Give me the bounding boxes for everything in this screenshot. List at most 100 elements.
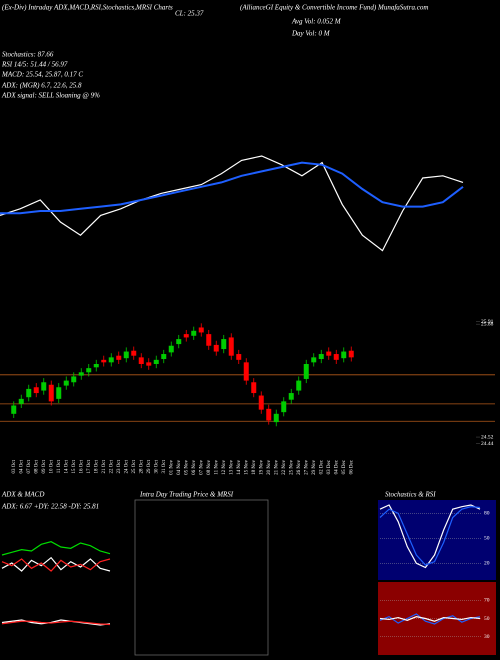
date-label: 06 Dec [349, 459, 354, 474]
y-tick-label: 24.52 [481, 434, 494, 440]
date-label: 18 Oct [94, 459, 99, 473]
date-label: 05 Nov [184, 460, 189, 475]
date-label: 02 Dec [319, 459, 324, 474]
candle-body [78, 372, 84, 376]
date-label: 25 Oct [132, 459, 137, 473]
date-label: 15 Oct [72, 459, 77, 473]
candle-body [326, 351, 332, 356]
candle-body [71, 376, 77, 383]
date-label: 29 Oct [147, 459, 152, 473]
series-line [0, 161, 464, 215]
date-label: 30 Oct [154, 459, 159, 473]
date-label: 14 Oct [64, 459, 69, 473]
date-label: 31 Oct [162, 459, 167, 473]
stochastics-text: Stochastics: 87.66 [2, 51, 54, 59]
date-label: 06 Nov [192, 460, 197, 475]
candle-body [18, 398, 24, 404]
candle-body [26, 388, 32, 398]
date-label: 04 Nov [177, 460, 182, 475]
adx-signal: ADX signal: SELL Sloaning @ 9% [1, 92, 100, 100]
candle-body [318, 354, 324, 360]
candle-body [101, 359, 107, 363]
date-label: 20 Nov [267, 460, 272, 475]
date-label: 08 Oct [34, 459, 39, 473]
date-label: 03 Oct [12, 459, 17, 473]
candle-body [108, 357, 114, 363]
y-tick-label: 70 [484, 598, 490, 604]
date-label: 27 Nov [304, 460, 309, 475]
date-label: 08 Nov [207, 460, 212, 475]
panel-title: Intra Day Trading Price & MRSI [139, 491, 234, 499]
candle-body [168, 345, 174, 353]
date-label: 19 Nov [259, 460, 264, 475]
date-label: 11 Oct [57, 459, 62, 473]
candle-body [236, 354, 242, 360]
date-label: 04 Oct [19, 459, 24, 473]
date-label: 24 Oct [124, 459, 129, 473]
series-line [379, 506, 481, 566]
candle-body [198, 327, 204, 333]
date-label: 22 Nov [282, 460, 287, 475]
date-label: 21 Oct [102, 459, 107, 473]
adx-text: ADX: (MGR) 6.7, 22.6, 25.8 [1, 82, 82, 90]
candle-body [183, 334, 189, 338]
candle-body [63, 380, 69, 386]
date-label: 29 Nov [312, 460, 317, 475]
date-label: 05 Dec [342, 459, 347, 474]
candle-body [93, 364, 99, 368]
candle-body [206, 334, 212, 346]
candle-body [258, 395, 264, 410]
date-label: 13 Nov [229, 460, 234, 475]
candle-body [251, 382, 257, 394]
candle-body [116, 355, 122, 360]
header-text: (Ex-Div) Intraday ADX,MACD,RSI,Stochasti… [2, 4, 173, 12]
candle-body [131, 350, 137, 356]
y-tick-label: 25.91 [481, 319, 494, 325]
date-label: 16 Oct [79, 459, 84, 473]
series-line [1, 620, 111, 626]
candle-body [213, 344, 219, 352]
candle-body [146, 362, 152, 366]
date-label: 25 Nov [289, 460, 294, 475]
candle-body [33, 387, 39, 394]
panel-title: Stochastics & RSI [385, 491, 436, 499]
close-text: CL: 25.37 [175, 10, 204, 18]
y-tick-label: 50 [484, 616, 490, 622]
series-line [1, 556, 111, 572]
rsi-text: RSI 14/5: 51.44 / 56.97 [1, 61, 68, 69]
series-line [1, 619, 111, 626]
candle-body [138, 357, 144, 364]
candle-body [191, 330, 197, 336]
candle-body [161, 354, 167, 360]
date-label: 22 Oct [109, 459, 114, 473]
series-line [1, 541, 111, 556]
candle-body [288, 393, 294, 400]
y-tick-label: 80 [484, 511, 490, 517]
date-label: 18 Nov [252, 460, 257, 475]
candle-body [243, 362, 249, 381]
series-line [0, 155, 464, 252]
y-tick-label: 25.88 [481, 321, 494, 327]
date-label: 21 Nov [274, 460, 279, 475]
date-label: 15 Nov [244, 460, 249, 475]
candle-body [11, 405, 17, 414]
candle-body [221, 339, 227, 350]
date-label: 09 Oct [42, 459, 47, 473]
candle-body [228, 337, 234, 356]
date-label: 11 Nov [214, 460, 219, 475]
date-label: 28 Oct [139, 459, 144, 473]
series-line [379, 613, 481, 625]
day-vol: Day Vol: 0 M [291, 30, 331, 38]
candle-body [348, 350, 354, 358]
macd-text: MACD: 25.54, 25.87, 0.17 C [1, 71, 83, 79]
candle-body [41, 382, 47, 391]
y-tick-label: 20 [484, 561, 490, 567]
date-label: 23 Oct [117, 459, 122, 473]
candle-body [273, 413, 279, 423]
candle-body [303, 364, 309, 379]
candle-body [266, 408, 272, 421]
avg-vol: Avg Vol: 0.052 M [291, 18, 342, 26]
candle-body [341, 351, 347, 359]
panel-title: ADX & MACD [1, 491, 44, 499]
y-tick-label: 30 [484, 634, 490, 640]
